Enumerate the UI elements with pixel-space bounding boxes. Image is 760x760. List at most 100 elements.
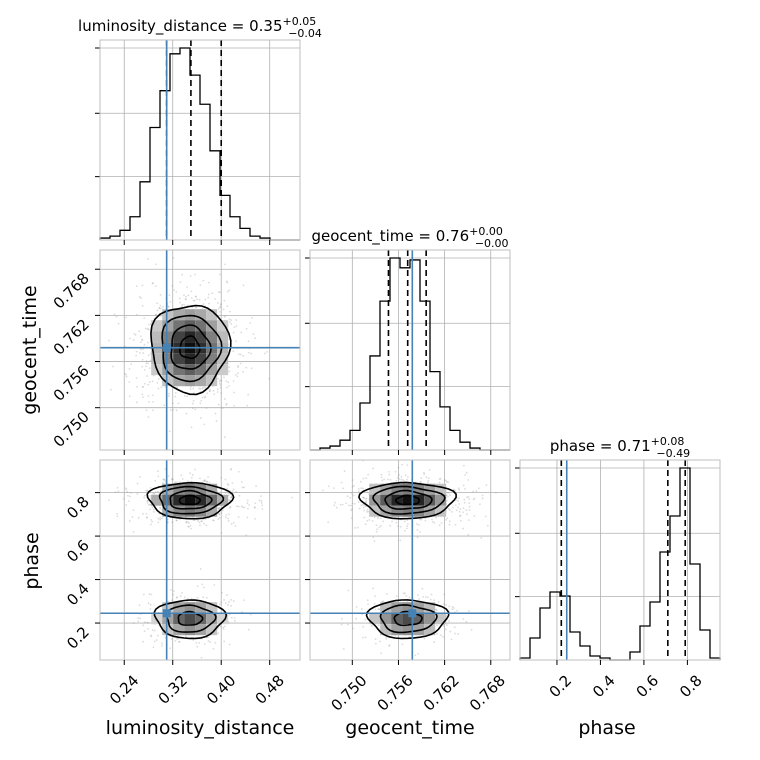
density-bin	[206, 320, 218, 332]
sample-point	[394, 635, 397, 637]
sample-point	[457, 499, 460, 502]
panel-frame	[309, 459, 511, 661]
sample-point	[405, 527, 408, 530]
sample-point	[203, 396, 206, 399]
sample-point	[159, 304, 162, 307]
sample-point	[230, 467, 233, 470]
sample-point	[459, 508, 462, 511]
panel-frame	[99, 39, 301, 241]
density-bin	[402, 624, 414, 636]
sample-point	[239, 362, 242, 365]
sample-point	[157, 377, 160, 380]
sample-point	[223, 376, 225, 379]
sample-point	[214, 412, 217, 415]
sample-point	[142, 386, 145, 388]
sample-point	[131, 516, 134, 518]
sample-point	[142, 352, 145, 354]
sample-point	[341, 503, 344, 506]
sample-point	[380, 476, 383, 479]
sample-point	[464, 474, 467, 476]
sample-point	[346, 495, 349, 498]
sample-point	[237, 470, 240, 473]
sample-point	[366, 508, 369, 511]
y-axis-phase	[305, 492, 310, 624]
sample-point	[406, 464, 409, 467]
sample-point	[245, 366, 248, 369]
sample-point	[224, 263, 227, 266]
histogram-phase	[519, 467, 721, 661]
sample-point	[202, 386, 205, 389]
sample-point	[425, 476, 428, 479]
sample-point	[254, 337, 256, 340]
sample-point	[216, 391, 219, 393]
sample-point	[157, 475, 160, 478]
sample-point	[246, 502, 249, 505]
sample-point	[241, 486, 244, 489]
sample-point	[219, 306, 222, 308]
sample-point	[132, 339, 135, 341]
sample-point	[193, 299, 196, 302]
ylabel-phase: phase	[21, 532, 43, 589]
sample-point	[151, 282, 154, 285]
density-bin	[206, 309, 218, 321]
sample-point	[230, 496, 233, 498]
sample-point	[374, 608, 377, 611]
sample-point	[161, 482, 164, 484]
sample-point	[157, 634, 159, 637]
sample-point	[218, 516, 221, 519]
sample-point	[451, 510, 453, 513]
sample-point	[228, 643, 231, 646]
sample-point	[228, 289, 231, 292]
sample-point	[194, 295, 197, 298]
sample-point	[142, 640, 145, 643]
sample-point	[380, 652, 383, 655]
sample-point	[125, 488, 128, 491]
sample-point	[223, 315, 226, 318]
sample-point	[480, 537, 483, 539]
sample-point	[242, 354, 245, 357]
density-bin	[162, 320, 174, 332]
sample-point	[191, 306, 194, 309]
sample-point	[185, 521, 188, 524]
sample-point	[235, 505, 238, 508]
sample-point	[160, 386, 163, 389]
sample-point	[233, 326, 236, 329]
sample-point	[170, 638, 173, 640]
sample-point	[172, 590, 175, 592]
sample-point	[391, 520, 393, 523]
sample-point	[406, 476, 409, 478]
sample-point	[205, 524, 208, 527]
sample-point	[366, 599, 369, 602]
sample-point	[333, 504, 336, 507]
density-bin	[195, 505, 207, 517]
sample-point	[199, 524, 201, 527]
density-bin	[184, 483, 196, 495]
sample-point	[459, 519, 462, 522]
sample-point	[188, 525, 190, 528]
sample-point	[217, 291, 220, 294]
sample-point	[148, 381, 151, 383]
sample-point	[175, 596, 178, 599]
sample-point	[372, 536, 375, 539]
sample-point	[250, 352, 253, 355]
x-axis-luminosity-distance: 0.24 0.32 0.40 0.48	[106, 660, 288, 708]
sample-point	[141, 393, 144, 396]
sample-point	[129, 337, 131, 340]
sample-point	[438, 524, 441, 527]
sample-point	[145, 489, 148, 492]
sample-point	[202, 596, 205, 599]
sample-point	[405, 595, 408, 597]
density-bin	[424, 624, 436, 636]
sample-point	[189, 388, 192, 390]
sample-point	[458, 503, 461, 505]
sample-point	[220, 601, 223, 604]
sample-point	[136, 401, 138, 404]
sample-point	[137, 516, 140, 519]
sample-point	[227, 603, 229, 606]
sample-point	[355, 605, 358, 608]
sample-point	[152, 400, 154, 403]
sample-point	[247, 393, 250, 396]
sample-point	[140, 341, 142, 344]
sample-point	[218, 506, 221, 509]
y-tick-label: 0.8	[63, 493, 93, 523]
